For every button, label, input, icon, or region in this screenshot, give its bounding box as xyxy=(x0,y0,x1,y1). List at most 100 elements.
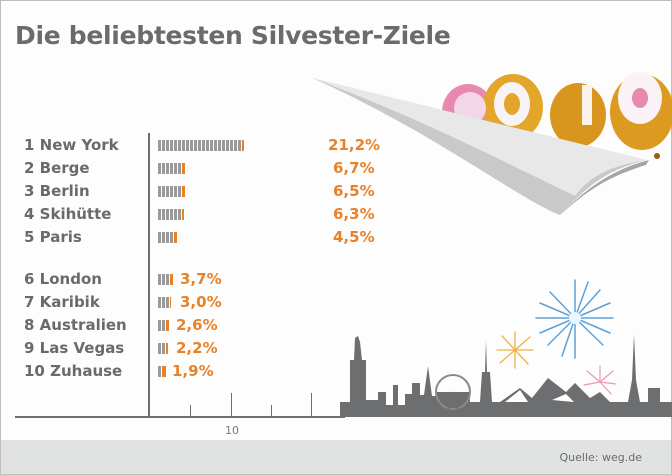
bar-segment xyxy=(166,232,169,243)
source-credit: Quelle: weg.de xyxy=(559,451,642,464)
bar xyxy=(158,343,168,354)
bar-segment xyxy=(202,140,205,151)
bar-segment xyxy=(178,186,181,197)
x-tick-label-10: 10 xyxy=(225,424,239,437)
bar-segment xyxy=(170,163,173,174)
row-label: 9 Las Vegas xyxy=(24,339,125,357)
bar-tip xyxy=(170,297,171,308)
bar-segment xyxy=(170,209,173,220)
row-label: 5 Paris xyxy=(24,228,82,246)
x-tick-minor xyxy=(271,405,272,417)
bar-segment xyxy=(166,274,169,285)
bar-segment xyxy=(162,186,165,197)
row-label: 4 Skihütte xyxy=(24,205,112,223)
bar-segment xyxy=(174,163,177,174)
bar-segment xyxy=(170,186,173,197)
bar-segment xyxy=(174,140,177,151)
row-label: 1 New York xyxy=(24,136,119,154)
row-value: 2,2% xyxy=(176,339,218,357)
bar-segment xyxy=(170,140,173,151)
bar-segment xyxy=(162,274,165,285)
bar xyxy=(158,320,169,331)
row-label: 2 Berge xyxy=(24,159,90,177)
bar-segment xyxy=(158,320,161,331)
row-label: 6 London xyxy=(24,270,102,288)
bar-segment xyxy=(174,186,177,197)
bar xyxy=(158,163,185,174)
y-axis-line xyxy=(148,133,150,418)
bar-segment xyxy=(190,140,193,151)
bar-segment xyxy=(210,140,213,151)
chart-title: Die beliebtesten Silvester-Ziele xyxy=(15,21,451,50)
bar-segment xyxy=(174,209,177,220)
bar-segment xyxy=(158,209,161,220)
bar-segment xyxy=(178,209,181,220)
bar-segment xyxy=(158,274,161,285)
bar-segment xyxy=(158,232,161,243)
bar-tip xyxy=(162,366,166,377)
bar-segment xyxy=(162,297,165,308)
footer-band xyxy=(1,440,671,474)
bar xyxy=(158,186,185,197)
bar xyxy=(158,140,244,151)
bar-segment xyxy=(158,163,161,174)
row-value: 1,9% xyxy=(172,362,214,380)
bar-segment xyxy=(158,186,161,197)
bar-tip xyxy=(166,320,169,331)
row-label: 7 Karibik xyxy=(24,293,100,311)
bar-segment xyxy=(230,140,233,151)
bar-tip xyxy=(170,274,173,285)
bar-segment xyxy=(186,140,189,151)
row-value: 6,7% xyxy=(333,159,375,177)
bar-segment xyxy=(178,163,181,174)
row-value: 3,7% xyxy=(180,270,222,288)
row-value: 2,6% xyxy=(176,316,218,334)
bar-segment xyxy=(158,297,161,308)
x-tick-20 xyxy=(311,393,312,417)
x-axis-line xyxy=(15,416,345,418)
bar-segment xyxy=(166,140,169,151)
bar-segment xyxy=(226,140,229,151)
fireworks-icon xyxy=(496,279,617,395)
bar-segment xyxy=(182,140,185,151)
bar-tip xyxy=(166,343,168,354)
bar-segment xyxy=(162,163,165,174)
x-tick-10 xyxy=(231,393,232,417)
bar-segment xyxy=(158,366,161,377)
bar-segment xyxy=(158,343,161,354)
bar-segment xyxy=(162,209,165,220)
row-label: 3 Berlin xyxy=(24,182,90,200)
bar-segment xyxy=(218,140,221,151)
bar-tip xyxy=(242,140,244,151)
bar-segment xyxy=(166,163,169,174)
row-value: 6,3% xyxy=(333,205,375,223)
bar-segment xyxy=(194,140,197,151)
skyline-icon xyxy=(340,334,672,418)
bar-segment xyxy=(166,209,169,220)
bar-tip xyxy=(182,163,185,174)
bar-segment xyxy=(162,343,165,354)
bar-tip xyxy=(182,186,185,197)
bar-segment xyxy=(170,232,173,243)
bar xyxy=(158,232,177,243)
bar-tip xyxy=(182,209,184,220)
bar-segment xyxy=(198,140,201,151)
bar xyxy=(158,366,166,377)
bar-segment xyxy=(162,140,165,151)
row-value: 3,0% xyxy=(180,293,222,311)
bar-segment xyxy=(162,320,165,331)
balloons-2010-icon xyxy=(442,72,672,159)
bar xyxy=(158,274,173,285)
bar-segment xyxy=(162,232,165,243)
row-label: 8 Australien xyxy=(24,316,127,334)
bar-segment xyxy=(234,140,237,151)
bar xyxy=(158,297,171,308)
bar-segment xyxy=(178,140,181,151)
bar-segment xyxy=(238,140,241,151)
row-label: 10 Zuhause xyxy=(24,362,123,380)
x-tick-minor xyxy=(190,405,191,417)
bar xyxy=(158,209,184,220)
bar-segment xyxy=(166,297,169,308)
row-value: 6,5% xyxy=(333,182,375,200)
bar-segment xyxy=(222,140,225,151)
